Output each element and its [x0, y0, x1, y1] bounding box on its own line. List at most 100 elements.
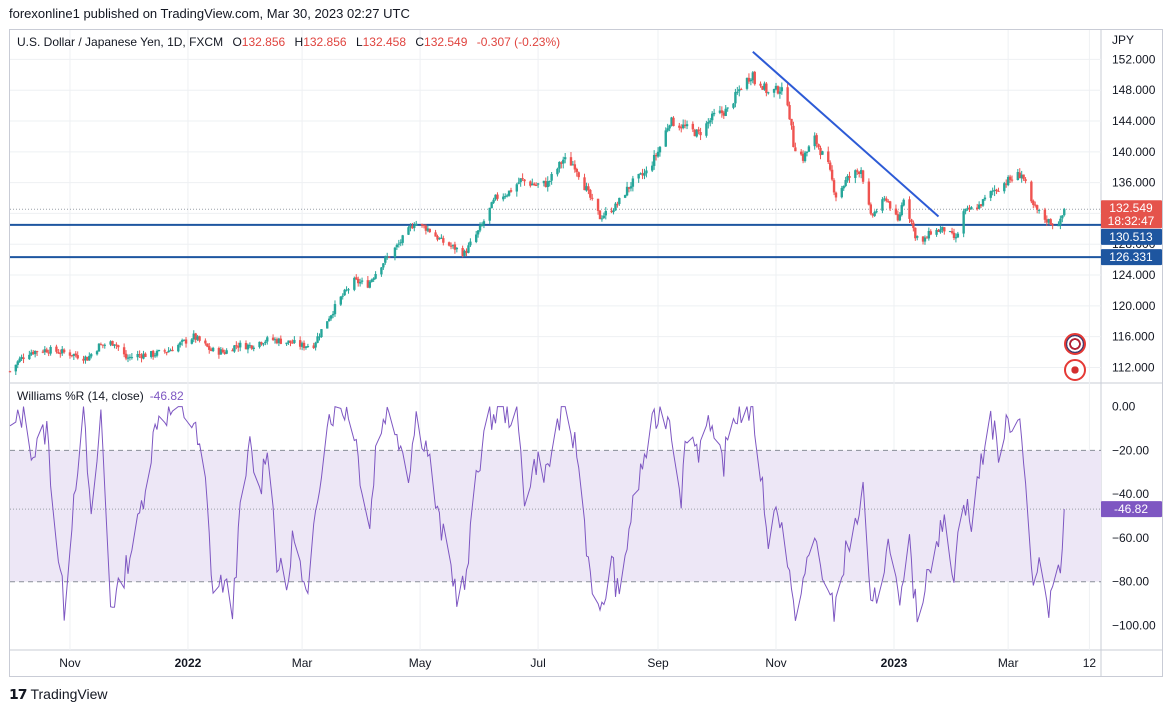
candle-body: [948, 231, 952, 233]
candle-body: [57, 352, 60, 354]
candle-body: [356, 278, 360, 284]
candle-body: [1010, 179, 1014, 181]
candle-body: [474, 234, 478, 242]
wr-tick-label: −40.00: [1112, 487, 1149, 501]
candle-body: [902, 199, 905, 206]
candle-body: [397, 243, 401, 245]
candle-body: [734, 92, 737, 104]
price-tick-label: 116.000: [1112, 330, 1155, 344]
price-tick-label: 144.000: [1112, 114, 1156, 128]
candle-body: [983, 197, 987, 200]
candle-body: [786, 87, 789, 106]
candle-body: [867, 181, 871, 205]
candle-body: [428, 228, 431, 233]
candle-body: [939, 229, 942, 233]
candle-body: [442, 238, 445, 243]
candle-body: [411, 226, 414, 229]
candle-body: [345, 289, 348, 291]
candle-body: [759, 83, 762, 86]
trendline-layer: [752, 50, 940, 218]
candle-body: [314, 342, 317, 348]
candle-body: [1061, 215, 1064, 219]
price-tick-label: 148.000: [1112, 83, 1156, 97]
candle-body: [639, 173, 642, 175]
candle-body: [192, 333, 195, 340]
candle-body: [587, 186, 590, 191]
candle-body: [115, 344, 118, 346]
wr-tick-label: −80.00: [1112, 575, 1149, 589]
candle-body: [529, 181, 532, 186]
candle-body: [765, 83, 768, 93]
candle-body: [830, 169, 834, 180]
candle-body: [194, 333, 197, 340]
candle-body: [88, 355, 91, 361]
candle-body: [859, 170, 863, 174]
candle-body: [223, 352, 226, 354]
candle-body: [885, 198, 888, 201]
candle-body: [101, 344, 105, 346]
candle-body: [163, 350, 166, 352]
candle-body: [440, 237, 443, 239]
wr-tick-label: −60.00: [1112, 531, 1149, 545]
candle-body: [237, 346, 240, 348]
candle-body: [883, 198, 886, 200]
candle-body: [914, 227, 917, 239]
candle-body: [258, 341, 261, 348]
support-2-tag-text: 126.331: [1109, 250, 1153, 264]
candle-body: [533, 183, 536, 186]
footer[interactable]: 𝟭𝟳 TradingView: [9, 686, 108, 703]
candle-body: [941, 226, 944, 230]
candle-body: [45, 349, 48, 353]
candle-body: [422, 225, 426, 227]
us-flag-icon[interactable]: [1064, 333, 1086, 355]
candle-body: [548, 181, 551, 183]
candle-body: [792, 125, 795, 148]
candle-body: [138, 354, 141, 356]
candle-body: [248, 345, 252, 347]
wr-value-tag-text: -46.82: [1114, 502, 1148, 516]
candle-body: [59, 353, 62, 355]
candle-body: [61, 349, 64, 354]
low-label: L: [355, 35, 363, 49]
candle-body: [740, 89, 743, 91]
candle-body: [180, 340, 184, 342]
candle-body: [208, 346, 211, 350]
price-tick-label: 140.000: [1112, 145, 1156, 159]
candle-body: [182, 339, 186, 341]
candle-body: [327, 318, 331, 322]
candle-body: [355, 277, 358, 280]
candle-body: [426, 228, 430, 231]
candle-body: [264, 341, 267, 343]
candle-body: [41, 351, 45, 353]
candle-body: [142, 353, 145, 359]
candle-body: [393, 247, 397, 258]
candle-body: [467, 245, 470, 253]
candle-body: [896, 214, 900, 221]
candle-body: [683, 124, 687, 126]
candle-body: [250, 345, 253, 349]
candle-body: [225, 350, 228, 354]
candle-body: [627, 187, 631, 189]
candle-body: [380, 267, 383, 275]
candle-body: [799, 151, 803, 155]
candle-body: [279, 338, 283, 344]
axis-layer: 152.000148.000144.000140.000136.000132.0…: [59, 33, 1156, 670]
candle-body: [507, 190, 511, 196]
time-tick-label: Mar: [998, 656, 1019, 670]
japan-flag-icon[interactable]: [1064, 359, 1086, 381]
candle-body: [803, 152, 807, 162]
candle-body: [436, 236, 439, 240]
indicator-name: Williams %R (14, close): [17, 389, 144, 403]
candle-body: [196, 336, 199, 340]
candle-body: [1059, 218, 1062, 226]
candle-body: [144, 353, 147, 357]
candle-body: [871, 214, 874, 216]
candle-body: [840, 188, 843, 198]
candle-body: [488, 207, 491, 221]
candle-body: [993, 189, 996, 192]
candle-body: [753, 71, 756, 85]
candle-body: [482, 221, 486, 225]
candle-body: [964, 209, 967, 212]
candle-body: [846, 175, 849, 181]
